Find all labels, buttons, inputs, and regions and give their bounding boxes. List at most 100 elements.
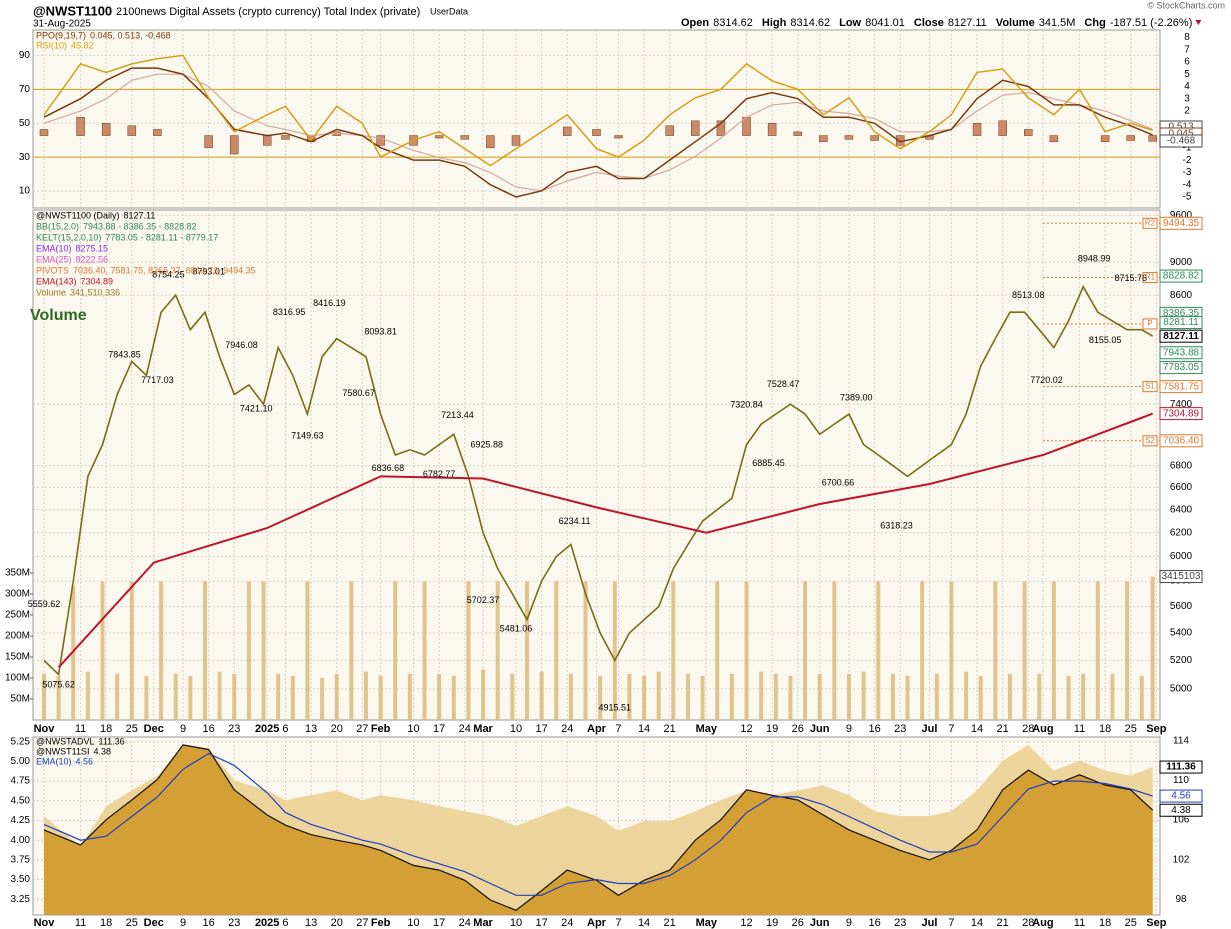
legend-text: @NWST11SI — [36, 746, 89, 756]
x-tick-label: Mar — [473, 917, 493, 929]
x-tick-label: Jun — [810, 723, 830, 735]
value-box — [1159, 269, 1203, 283]
value-box-label: 9494.35 — [1163, 218, 1200, 229]
price-annotation: 6885.45 — [752, 458, 785, 468]
price-annotation: 6836.68 — [372, 463, 405, 473]
quote-value: 8314.62 — [790, 17, 830, 29]
x-tick-label: 18 — [1099, 723, 1111, 735]
volume-bar — [378, 675, 383, 720]
x-tick-label: 6 — [282, 723, 288, 735]
source: UserData — [430, 6, 468, 16]
x-tick-label: 14 — [971, 917, 983, 929]
volume-bar — [1051, 581, 1056, 720]
panel-plot — [33, 54, 1160, 198]
volume-bar — [846, 673, 851, 720]
volume-bar — [920, 581, 925, 720]
volume-tick-label: 300M — [5, 589, 30, 600]
price-line — [43, 284, 1154, 677]
value-box — [1159, 789, 1203, 803]
ppo-histogram-bar — [1126, 135, 1135, 141]
volume-bar — [1139, 675, 1144, 720]
ppo-histogram-bar — [262, 135, 272, 146]
quote-value: 8041.01 — [865, 17, 905, 29]
x-tick-label: 18 — [100, 917, 112, 929]
y2-tick-label: -5 — [1183, 192, 1192, 203]
price-annotation: 8316.95 — [273, 307, 306, 317]
x-tick-label: 9 — [846, 917, 852, 929]
price-annotation: 7149.63 — [291, 431, 324, 441]
volume-bar — [334, 673, 339, 720]
volume-bar — [1150, 576, 1155, 720]
x-tick-label: 17 — [433, 723, 445, 735]
pivot-tag-box — [1142, 217, 1158, 229]
legend-text: 7304.89 — [81, 276, 114, 286]
x-tick-label: 12 — [740, 723, 752, 735]
volume-bar — [261, 581, 266, 720]
ppo-histogram-bar — [614, 135, 623, 139]
x-tick-label: 20 — [331, 723, 343, 735]
y-tick-label: 50 — [19, 118, 31, 129]
volume-bar — [642, 675, 647, 720]
volume-tick-label: 150M — [5, 652, 30, 663]
ppo-line — [43, 67, 1153, 198]
y-tick-label: 30 — [19, 152, 31, 163]
x-tick-label: Apr — [587, 723, 607, 735]
x-tick-label: 10 — [510, 723, 522, 735]
y2-tick-label: 7 — [1184, 44, 1190, 55]
volume-bar — [817, 673, 822, 720]
legend-text: 7943.88 - 8386.35 - 8828.82 — [83, 221, 197, 231]
ppo-histogram-bar — [767, 123, 777, 136]
y-tick-label: 4.00 — [11, 835, 31, 846]
volume-bar — [905, 675, 910, 720]
volume-bar — [217, 671, 222, 720]
volume-bar — [451, 675, 456, 720]
legend-text: EMA(10) — [36, 756, 72, 766]
y2-tick-label: 3 — [1184, 93, 1190, 104]
ema-line — [43, 752, 1153, 896]
volume-bar — [1007, 673, 1012, 720]
volume-tick-label: 200M — [5, 631, 30, 642]
volume-bar — [568, 673, 573, 720]
value-box-label: 8828.82 — [1163, 271, 1200, 282]
price-annotation: 6925.88 — [470, 440, 503, 450]
symbol: @NWST1100 — [33, 3, 112, 18]
x-tick-label: Sep — [1146, 917, 1166, 929]
legend-text: 7036.40, 7581.75, 8265.37, 8810.73, 9494… — [73, 265, 256, 275]
x-tick-label: 9 — [846, 723, 852, 735]
value-box-label: 8281.11 — [1163, 317, 1199, 328]
volume-bar — [1125, 581, 1130, 720]
price-annotation: 6700.66 — [822, 478, 855, 488]
x-tick-label: 24 — [561, 723, 573, 735]
x-tick-label: Jul — [922, 917, 938, 929]
x-tick-label: 11 — [75, 723, 86, 735]
y-tick-label: 70 — [19, 84, 31, 95]
x-tick-label: 10 — [510, 917, 522, 929]
x-tick-label: 19 — [766, 917, 778, 929]
legend-text: @NWST1100 (Daily) — [36, 210, 119, 220]
quote-value: 8127.11 — [948, 17, 987, 29]
value-box — [1159, 134, 1203, 148]
x-tick-label: 14 — [971, 723, 983, 735]
ppo-histogram-bar — [39, 129, 49, 136]
legend-text: EMA(25) — [36, 254, 72, 264]
volume-bar — [100, 581, 105, 720]
value-box — [1159, 407, 1203, 421]
pivot-tag-box — [1142, 435, 1158, 447]
x-tick-label: 13 — [305, 723, 317, 735]
x-tick-label: 10 — [407, 917, 419, 929]
x-tick-label: Dec — [144, 917, 164, 929]
value-box-label: 7304.89 — [1163, 408, 1200, 419]
y2-tick-label: 98 — [1175, 894, 1187, 905]
ppo-histogram-bar — [716, 120, 726, 136]
value-box-label: 7581.75 — [1163, 381, 1200, 392]
x-tick-label: 21 — [997, 917, 1009, 929]
legend-text: EMA(143) — [36, 276, 77, 286]
volume-bar — [466, 581, 471, 720]
y-tick-label: 10 — [19, 186, 31, 197]
x-tick-label: 6 — [282, 917, 288, 929]
ppo-histogram-bar — [204, 135, 213, 149]
volume-bar — [744, 581, 749, 720]
price-annotation: 7528.47 — [767, 379, 800, 389]
value-box-label: 7036.40 — [1163, 435, 1200, 446]
x-tick-label: 25 — [1125, 723, 1137, 735]
